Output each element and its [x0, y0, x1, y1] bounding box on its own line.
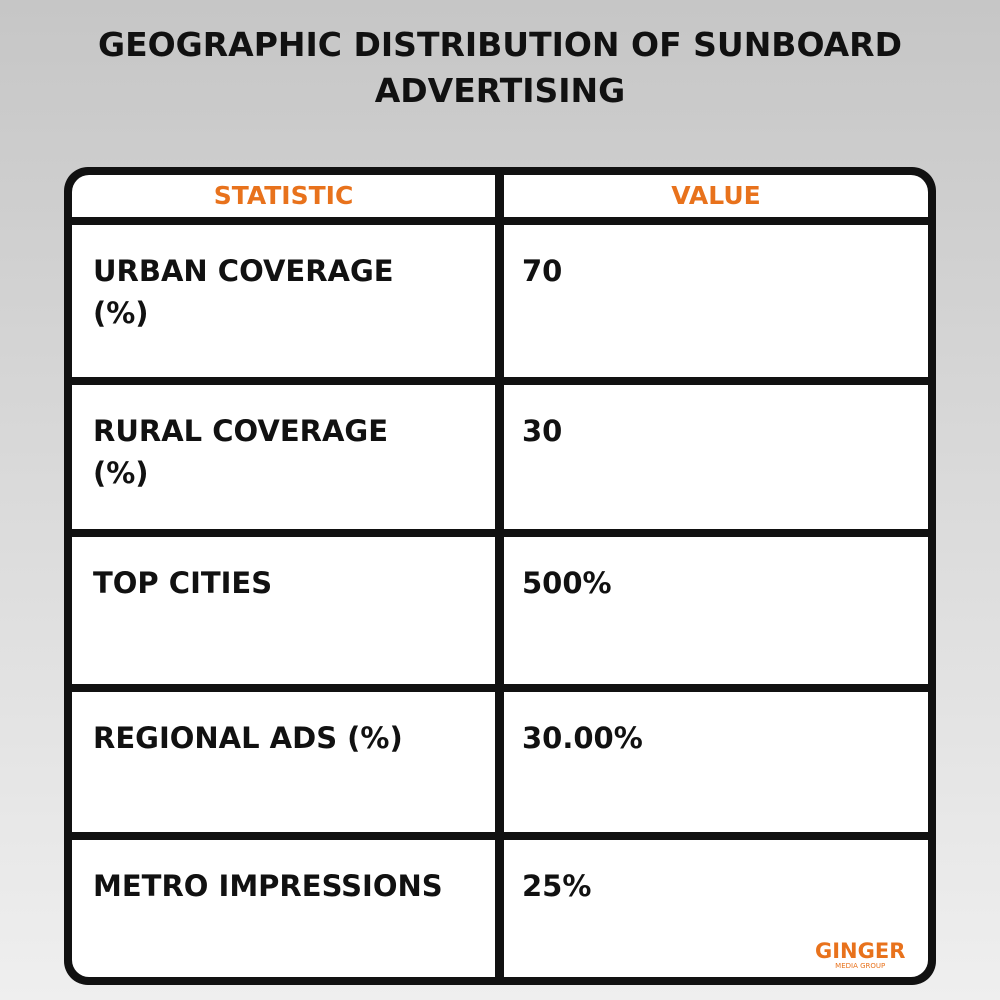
statistic-cell: TOP CITIES [72, 537, 495, 684]
statistic-label: RURAL COVERAGE (%) [93, 414, 389, 490]
statistic-cell: RURAL COVERAGE (%) [72, 385, 495, 529]
statistic-label: METRO IMPRESSIONS [93, 869, 443, 903]
value-text: 30.00% [522, 721, 643, 755]
logo-tagline: MEDIA GROUP [835, 962, 886, 970]
column-header: STATISTIC [72, 175, 495, 217]
statistic-label: URBAN COVERAGE (%) [93, 254, 394, 330]
value-cell: 30.00% [504, 692, 928, 832]
value-cell: 25% [504, 840, 928, 977]
statistic-cell: URBAN COVERAGE (%) [72, 225, 495, 377]
page-title: GEOGRAPHIC DISTRIBUTION OF SUNBOARD ADVE… [98, 25, 902, 110]
statistic-label: REGIONAL ADS (%) [93, 721, 403, 755]
value-text: 25% [522, 869, 592, 903]
value-cell: 500% [504, 537, 928, 684]
table: STATISTIC VALUE URBAN COVERAGE (%) 70 RURAL … [64, 167, 936, 985]
logo-name: GINGER [815, 939, 906, 963]
column-header: VALUE [504, 175, 928, 217]
value-text: 70 [522, 254, 563, 288]
statistic-cell: METRO IMPRESSIONS [72, 840, 495, 977]
value-cell: 30 [504, 385, 928, 529]
value-cell: 70 [504, 225, 928, 377]
value-text: 30 [522, 414, 563, 448]
value-text: 500% [522, 566, 612, 600]
statistic-cell: REGIONAL ADS (%) [72, 692, 495, 832]
statistic-label: TOP CITIES [93, 566, 273, 600]
logo: GINGER MEDIA GROUP [815, 940, 905, 970]
